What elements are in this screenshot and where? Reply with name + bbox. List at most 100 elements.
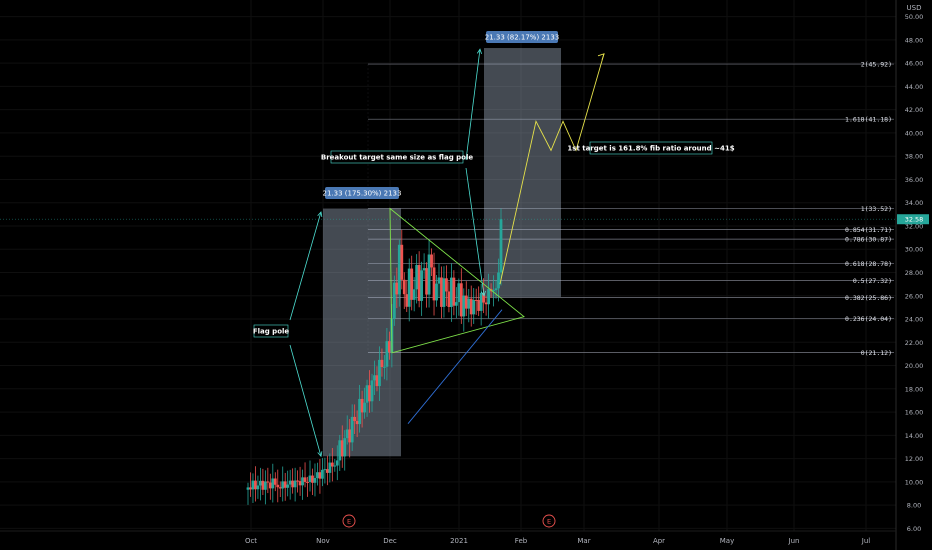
measure-label-2-bg [486,31,558,43]
candle-body [407,268,411,307]
candle-body [497,272,500,289]
fib-level-label: 0(21.12) [861,349,892,357]
candle-body [259,480,262,486]
price-tick-label: 24.00 [905,316,924,324]
earnings-marker[interactable] [542,514,556,528]
candle-body [425,268,428,295]
candle-body [268,482,272,489]
candle-body [387,341,391,353]
candle-body [261,480,265,490]
candle-body [437,277,441,284]
price-tick-label: 14.00 [905,432,924,440]
fib-level-label: 0.854(31.71) [845,226,892,234]
candle-body [293,480,297,488]
candle-body [484,302,488,305]
time-tick-label: Dec [383,537,397,545]
time-tick-label: Jul [861,537,871,545]
time-tick-label: May [720,537,734,545]
candle-body [246,487,250,490]
price-tick-label: 18.00 [905,385,924,393]
symmetrical-triangle[interactable] [389,207,525,354]
candle-body [333,465,337,467]
candle-body [373,375,376,381]
earnings-marker-label: E [347,518,351,526]
candle-body [467,298,471,309]
fib-level-label: 2(45.92) [861,61,892,69]
candle-body [266,481,270,483]
measure-label-2: 21.33 (82.17%) 2133 [485,34,559,42]
candle-body [340,440,344,457]
candle-body [358,398,362,425]
candle-body [395,282,399,295]
candle-body [348,429,352,443]
time-axis[interactable]: Oct Nov Dec 2021 Feb Mar Apr May Jun Jul [0,530,896,545]
candle-body [454,302,458,306]
currency-label: USD [907,4,922,12]
candle-body [383,366,386,368]
fib-levels: 2(45.92) 1.618(41.18) 1(33.52) 0.854(31.71)… [367,61,894,357]
candle-body [494,288,498,291]
candle-body [353,416,357,421]
target-arrow-down-head [480,290,486,297]
fib-level-label: 0.618(28.78) [845,260,892,268]
candle-body [291,480,295,488]
candle-body [355,420,359,425]
grid-layer [0,0,896,531]
flag-pole-arrow-up [289,211,322,321]
annotation-flag-pole-bg [253,324,289,338]
current-price-tag [897,214,929,225]
price-tick-label: 28.00 [905,269,924,277]
candle-body [412,289,416,300]
candle-body [301,477,304,486]
price-tick-label: 10.00 [905,478,924,486]
time-tick-label: Mar [577,537,590,545]
measure-label-1-bg [325,187,399,199]
candle-body [286,484,290,488]
candle-body [323,469,327,471]
candle-body [440,277,443,307]
candle-body [452,277,456,306]
candle-body [313,478,317,483]
candle-body [318,472,322,479]
candle-body [271,478,275,489]
candle-body [251,480,255,490]
candle-body [368,385,371,402]
candle-body [363,402,366,413]
projection-arrow-head [597,53,605,60]
projection-path[interactable] [499,53,605,285]
candle-body [256,485,260,490]
candle-body [392,282,396,319]
support-trendline[interactable] [407,309,503,424]
annotation-flag-pole: Flag pole [253,328,290,336]
earnings-marker-label: E [547,518,551,526]
target-arrow-up [465,49,481,161]
drawings-layer [289,48,605,458]
candle-body [492,290,495,292]
time-tick-label: Jun [788,537,800,545]
candle-body [459,283,463,317]
measure-label-1: 21.33 (175.30%) 2133 [323,190,402,198]
candle-body [375,375,379,387]
candle-body [405,294,409,307]
candle-body [447,291,451,307]
price-tick-label: 38.00 [905,153,924,161]
candle-body [330,462,334,467]
candle-body [335,460,339,466]
fib-level-label: 0.5(27.32) [853,277,892,285]
price-tick-label: 22.00 [905,339,924,347]
candle-body [422,268,426,271]
candle-body [343,438,347,457]
candle-body [328,462,332,473]
price-tick-label: 26.00 [905,292,924,300]
candle-body [472,299,476,315]
candle-body [360,398,364,413]
annotation-first-target: 1st target is 161.8% fib ratio around ~4… [567,145,734,153]
candle-body [462,295,466,317]
fib-level-label: 1(33.52) [861,205,892,213]
candle-body [479,292,483,311]
measure-box[interactable] [484,48,561,297]
earnings-marker[interactable] [342,514,356,528]
